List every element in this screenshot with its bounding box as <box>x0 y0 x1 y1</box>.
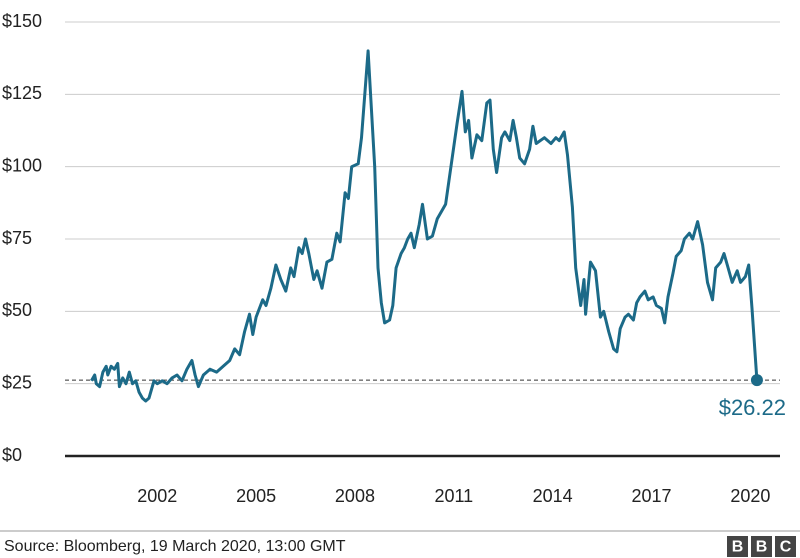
logo-letter: B <box>756 539 768 556</box>
price-line <box>90 49 759 403</box>
logo-block <box>751 536 772 557</box>
x-tick-label: 2005 <box>236 486 276 506</box>
x-tick-label: 2011 <box>434 486 473 506</box>
x-tick-label: 2020 <box>730 486 770 506</box>
y-tick-label: $150 <box>2 11 42 31</box>
y-tick-label: $100 <box>2 155 42 175</box>
x-tick-label: 2014 <box>533 486 573 506</box>
x-tick-label: 2008 <box>335 486 375 506</box>
end-label: $26.22 <box>719 395 786 420</box>
y-tick-label: $125 <box>2 83 42 103</box>
logo-block <box>727 536 748 557</box>
x-tick-label: 2002 <box>137 486 177 506</box>
end-point <box>750 374 763 387</box>
y-tick-label: $50 <box>2 300 32 320</box>
logo-letter: C <box>780 539 792 556</box>
source: Source: Bloomberg, 19 March 2020, 13:00 … <box>4 538 346 555</box>
y-tick-label: $75 <box>2 228 32 248</box>
y-tick-label: $0 <box>2 445 22 465</box>
logo-block <box>775 536 796 557</box>
x-tick-label: 2017 <box>631 486 671 506</box>
y-tick-label: $25 <box>2 372 32 392</box>
logo-letter: B <box>732 539 744 556</box>
